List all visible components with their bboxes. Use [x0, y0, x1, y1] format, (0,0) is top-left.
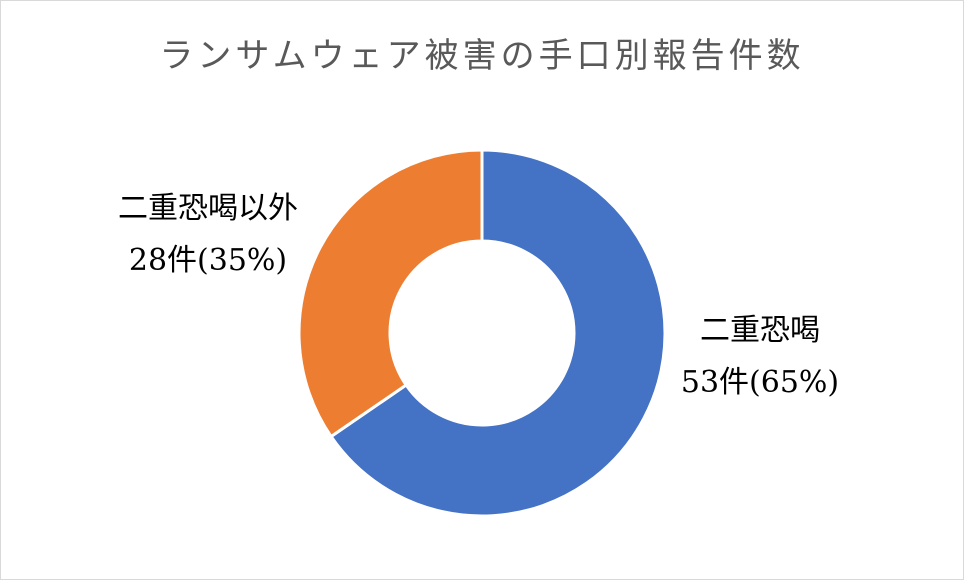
slice-labels: 二重恐喝 53件(65%) 二重恐喝以外 28件(35%)	[118, 191, 839, 400]
slice-label-name-2: 二重恐喝以外	[118, 191, 298, 226]
donut-slices	[297, 148, 667, 518]
chart-title: ランサムウェア被害の手口別報告件数	[159, 36, 805, 76]
donut-slice-2	[297, 148, 484, 439]
slice-label-name-1: 二重恐喝	[700, 313, 820, 348]
slice-label-value-1: 53件(65%)	[681, 365, 839, 400]
donut-slice-1	[328, 148, 667, 518]
slice-label-value-2: 28件(35%)	[129, 243, 287, 278]
